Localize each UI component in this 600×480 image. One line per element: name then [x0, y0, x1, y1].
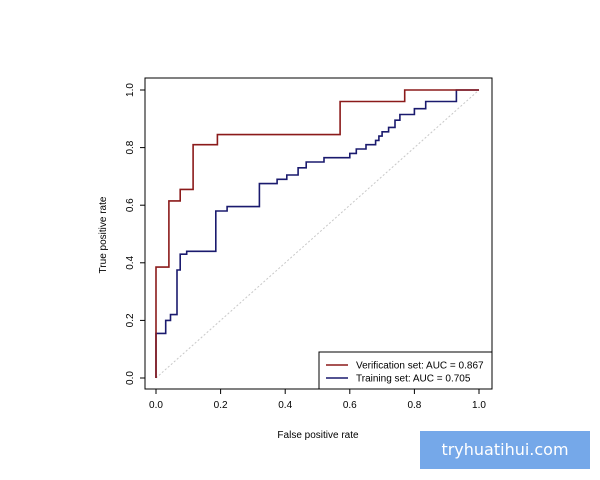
- series-group: [155, 89, 479, 378]
- legend-box: [318, 351, 493, 390]
- series-line-training: [155, 89, 479, 378]
- y-tick-label: 0.8: [125, 140, 136, 154]
- legend: Verification set: AUC = 0.867 Training se…: [318, 351, 493, 390]
- x-tick-label: 0.0: [149, 400, 163, 411]
- diagonal-line: [155, 89, 480, 379]
- x-tick-label: 0.8: [407, 400, 421, 411]
- x-tick-label: 0.4: [278, 400, 292, 411]
- x-axis-label: False positive rate: [277, 430, 359, 441]
- legend-entry: Training set: AUC = 0.705: [356, 374, 471, 385]
- y-tick-label: 0.2: [125, 313, 136, 327]
- y-tick-label: 0.0: [125, 371, 136, 385]
- x-tick-label: 0.2: [214, 400, 228, 411]
- y-axis-label: True positive rate: [98, 196, 109, 273]
- series-line-verification: [155, 89, 479, 378]
- x-tick-label: 0.6: [343, 400, 357, 411]
- legend-entry: Verification set: AUC = 0.867: [356, 361, 484, 372]
- watermark-badge: tryhuatihui.com: [420, 431, 590, 469]
- x-tick-label: 1.0: [472, 400, 486, 411]
- y-tick-label: 0.6: [125, 198, 136, 212]
- y-tick-label: 0.4: [125, 255, 136, 269]
- y-tick-label: 1.0: [125, 83, 136, 97]
- diagonal-reference: [155, 89, 480, 379]
